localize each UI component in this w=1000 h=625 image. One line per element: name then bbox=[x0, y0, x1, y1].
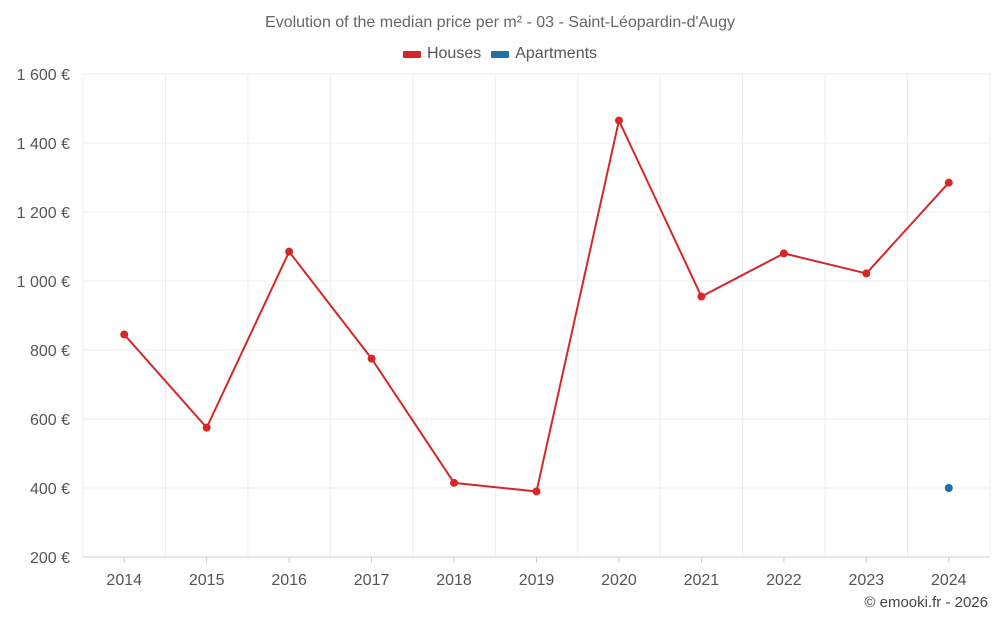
y-tick-label: 800 € bbox=[30, 343, 70, 360]
data-point-apartments[interactable] bbox=[944, 484, 953, 492]
data-point-houses[interactable] bbox=[614, 116, 623, 125]
x-tick-label: 2020 bbox=[601, 572, 637, 589]
x-tick-label: 2014 bbox=[106, 572, 142, 589]
x-tick-label: 2022 bbox=[766, 572, 802, 589]
y-tick-label: 200 € bbox=[30, 550, 70, 567]
data-point-houses[interactable] bbox=[862, 269, 871, 278]
x-tick-label: 2023 bbox=[849, 572, 885, 589]
x-tick-label: 2017 bbox=[354, 572, 390, 589]
data-point-houses[interactable] bbox=[450, 478, 459, 487]
credit-text[interactable]: © emooki.fr - 2026 bbox=[864, 594, 988, 611]
legend: Houses Apartments bbox=[0, 45, 1000, 63]
y-tick-label: 1 000 € bbox=[17, 274, 70, 291]
data-point-houses[interactable] bbox=[120, 330, 129, 339]
data-point-houses[interactable] bbox=[367, 354, 376, 363]
legend-item-houses[interactable]: Houses bbox=[402, 45, 482, 63]
data-point-houses[interactable] bbox=[944, 178, 953, 187]
x-tick-label: 2024 bbox=[931, 572, 967, 589]
legend-item-apartments[interactable]: Apartments bbox=[491, 45, 597, 63]
legend-label-houses: Houses bbox=[426, 45, 482, 62]
y-tick-label: 1 400 € bbox=[17, 136, 70, 153]
data-point-houses[interactable] bbox=[532, 487, 541, 496]
y-tick-label: 1 600 € bbox=[17, 67, 70, 84]
legend-label-apartments: Apartments bbox=[515, 45, 598, 62]
y-tick-label: 600 € bbox=[30, 412, 70, 429]
data-point-houses[interactable] bbox=[202, 423, 211, 432]
data-point-houses[interactable] bbox=[779, 249, 788, 258]
x-tick-label: 2016 bbox=[271, 572, 307, 589]
data-point-houses[interactable] bbox=[697, 292, 706, 301]
y-tick-label: 1 200 € bbox=[17, 205, 70, 222]
x-tick-label: 2015 bbox=[189, 572, 225, 589]
legend-swatch-houses bbox=[402, 50, 421, 58]
legend-swatch-apartments bbox=[491, 50, 510, 58]
data-point-houses[interactable] bbox=[285, 247, 294, 256]
x-tick-label: 2018 bbox=[436, 572, 472, 589]
chart-title: Evolution of the median price per m² - 0… bbox=[265, 14, 735, 31]
x-tick-label: 2021 bbox=[684, 572, 720, 589]
x-tick-label: 2019 bbox=[519, 572, 555, 589]
y-tick-label: 400 € bbox=[30, 481, 70, 498]
